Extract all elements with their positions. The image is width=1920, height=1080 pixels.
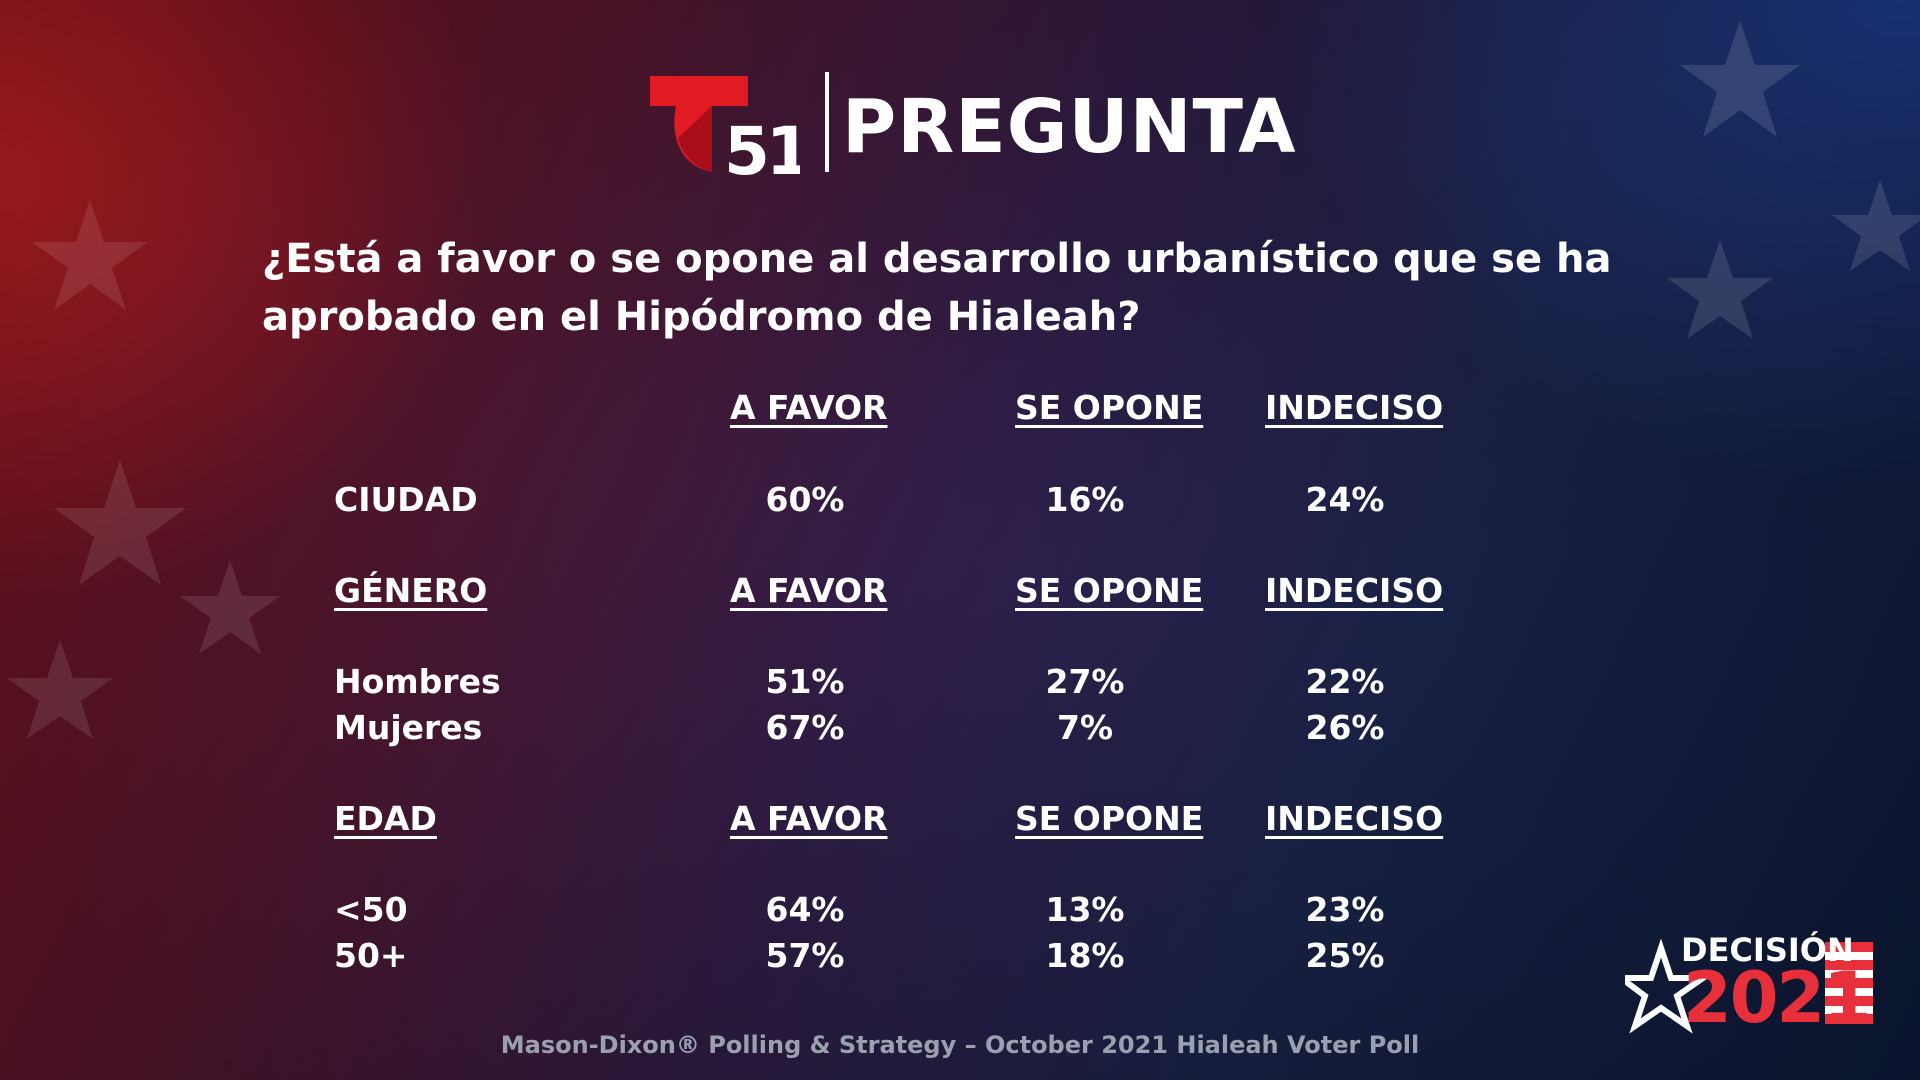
decision-2021-badge: DECISIÓN 2021 <box>1625 930 1895 1040</box>
column-header-se-opone: SE OPONE <box>1015 571 1204 610</box>
cell-50-plus-se-opone: 18% <box>1045 936 1125 975</box>
section-header-genero: GÉNERO <box>334 571 488 610</box>
poll-source: Mason-Dixon® Polling & Strategy – Octobe… <box>500 1031 1420 1059</box>
column-header-se-opone: SE OPONE <box>1015 388 1204 427</box>
row-label-mujeres: Mujeres <box>334 708 483 747</box>
column-header-a-favor: A FAVOR <box>730 388 888 427</box>
telemundo-51-logo: 51 <box>650 76 800 178</box>
row-label-hombres: Hombres <box>334 662 501 701</box>
cell-hombres-se-opone: 27% <box>1045 662 1125 701</box>
row-label-ciudad: CIUDAD <box>334 480 478 519</box>
page-title: PREGUNTA <box>842 84 1297 170</box>
column-header-a-favor: A FAVOR <box>730 799 888 838</box>
column-header-se-opone: SE OPONE <box>1015 799 1204 838</box>
column-header-indeciso: INDECISO <box>1265 388 1444 427</box>
cell-ciudad-se-opone: 16% <box>1045 480 1125 519</box>
cell-hombres-indeciso: 22% <box>1305 662 1385 701</box>
star-shape <box>180 560 280 654</box>
cell-50-plus-indeciso: 25% <box>1305 936 1385 975</box>
star-icon <box>1625 938 1713 1034</box>
column-header-indeciso: INDECISO <box>1265 571 1444 610</box>
star-shape <box>32 200 148 310</box>
cell-under-50-se-opone: 13% <box>1045 890 1125 929</box>
cell-mujeres-indeciso: 26% <box>1305 708 1385 747</box>
star-shape <box>7 640 113 739</box>
question-text: ¿Está a favor o se opone al desarrollo u… <box>262 236 1612 340</box>
star-shape <box>1680 20 1800 137</box>
cell-hombres-a-favor: 51% <box>765 662 845 701</box>
badge-graphics <box>1625 938 1873 1034</box>
star-shape <box>1832 180 1920 271</box>
cell-mujeres-se-opone: 7% <box>1056 708 1114 747</box>
cell-ciudad-a-favor: 60% <box>765 480 845 519</box>
star-shape <box>54 460 186 585</box>
cell-under-50-a-favor: 64% <box>765 890 845 929</box>
cell-under-50-indeciso: 23% <box>1305 890 1385 929</box>
badge-word: DECISIÓN <box>1681 931 1854 969</box>
logo-divider <box>825 72 829 172</box>
row-label-under-50: <50 <box>334 890 408 929</box>
logo-t-shade <box>678 106 712 172</box>
row-label-50-plus: 50+ <box>334 936 408 975</box>
section-header-edad: EDAD <box>334 799 437 838</box>
cell-50-plus-a-favor: 57% <box>765 936 845 975</box>
flag-stripes-icon <box>1825 942 1873 1024</box>
logo-number: 51 <box>724 113 800 178</box>
column-header-indeciso: INDECISO <box>1265 799 1444 838</box>
cell-ciudad-indeciso: 24% <box>1305 480 1385 519</box>
cell-mujeres-a-favor: 67% <box>765 708 845 747</box>
column-header-a-favor: A FAVOR <box>730 571 888 610</box>
badge-year: 2021 <box>1683 957 1872 1039</box>
